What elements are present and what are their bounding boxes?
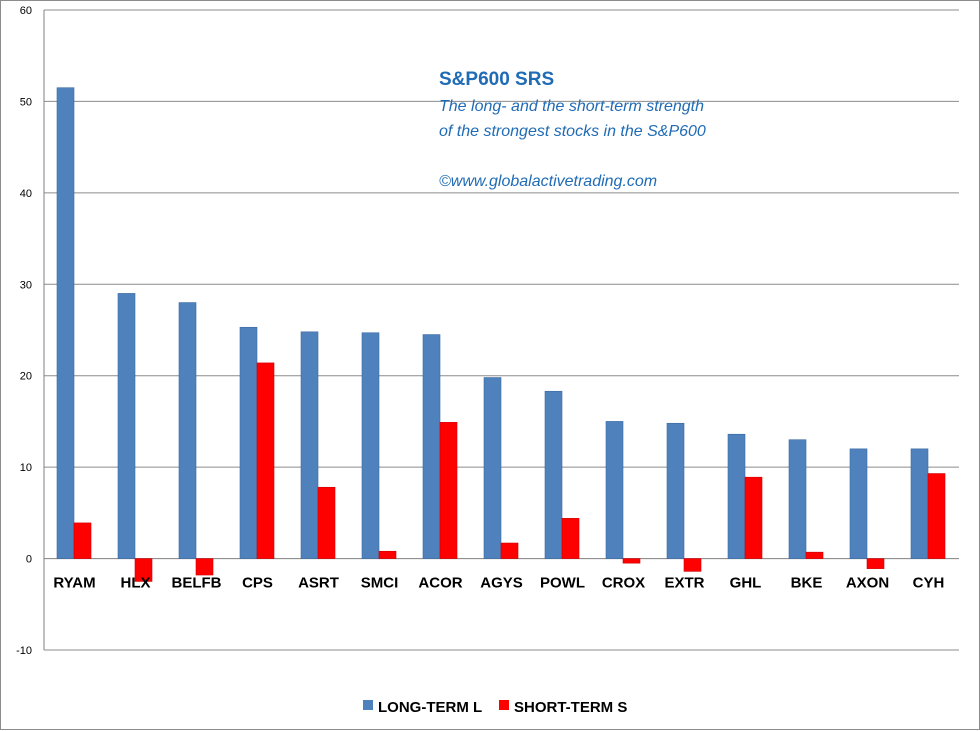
- bar-short-term-axon: [866, 558, 885, 569]
- y-tick-label: 50: [20, 96, 32, 108]
- category-label-powl: POWL: [540, 575, 585, 592]
- bar-long-term-bke: [788, 439, 807, 559]
- bar-long-term-asrt: [300, 331, 319, 559]
- category-labels: RYAM HLX BELFB CPS ASRT SMCI ACOR AGYS POWL CROX E…: [53, 575, 944, 592]
- bar-short-term-acor: [439, 422, 458, 559]
- chart-subtitle-line-1: The long- and the short-term strength: [439, 98, 704, 115]
- bar-long-term-hlx: [117, 293, 136, 559]
- category-label-belfb: BELFB: [172, 575, 222, 592]
- category-label-asrt: ASRT: [298, 575, 339, 592]
- bar-long-term-belfb: [178, 302, 197, 559]
- category-label-smci: SMCI: [361, 575, 399, 592]
- bar-long-term-cyh: [910, 448, 929, 559]
- chart-credit: ©www.globalactivetrading.com: [439, 173, 657, 190]
- category-label-extr: EXTR: [664, 575, 704, 592]
- y-tick-label: 0: [26, 554, 32, 566]
- bar-short-term-ryam: [73, 522, 92, 559]
- bar-long-term-crox: [605, 421, 624, 559]
- title-block: S&P600 SRS The long- and the short-term …: [439, 69, 706, 190]
- bar-long-term-acor: [422, 334, 441, 559]
- bar-short-term-asrt: [317, 486, 336, 559]
- bar-short-term-cps: [256, 362, 275, 559]
- legend-swatch-long-term: [363, 700, 373, 710]
- bar-short-term-bke: [805, 551, 824, 559]
- bar-long-term-ryam: [56, 87, 75, 559]
- bar-short-term-hlx: [134, 558, 153, 582]
- bar-short-term-smci: [378, 550, 397, 559]
- category-label-cyh: CYH: [913, 575, 945, 592]
- legend-label-long-term: LONG-TERM L: [378, 699, 482, 716]
- category-label-ryam: RYAM: [53, 575, 95, 592]
- bar-short-term-cyh: [927, 473, 946, 559]
- y-axis-ticks: -10 0 10 20 30 40 50 60: [16, 5, 32, 657]
- y-tick-label: 10: [20, 462, 32, 474]
- chart-subtitle-line-2: of the strongest stocks in the S&P600: [439, 123, 706, 140]
- category-label-acor: ACOR: [418, 575, 462, 592]
- bar-long-term-powl: [544, 390, 563, 559]
- category-label-ghl: GHL: [730, 575, 762, 592]
- bar-short-term-powl: [561, 518, 580, 559]
- legend-label-short-term: SHORT-TERM S: [514, 699, 627, 716]
- bar-long-term-smci: [361, 332, 380, 559]
- y-tick-label: 30: [20, 279, 32, 291]
- bar-short-term-agys: [500, 542, 519, 559]
- bar-long-term-cps: [239, 326, 258, 559]
- bar-long-term-extr: [666, 422, 685, 559]
- category-label-cps: CPS: [242, 575, 273, 592]
- bars: [56, 87, 946, 582]
- legend: LONG-TERM L SHORT-TERM S: [363, 699, 627, 716]
- bar-short-term-belfb: [195, 558, 214, 576]
- chart-title: S&P600 SRS: [439, 69, 554, 90]
- category-label-agys: AGYS: [480, 575, 523, 592]
- bar-short-term-crox: [622, 558, 641, 564]
- y-tick-label: 40: [20, 188, 32, 200]
- category-label-bke: BKE: [791, 575, 823, 592]
- legend-swatch-short-term: [499, 700, 509, 710]
- bar-long-term-axon: [849, 448, 868, 559]
- bar-short-term-ghl: [744, 476, 763, 559]
- category-label-hlx: HLX: [121, 575, 151, 592]
- bar-long-term-ghl: [727, 433, 746, 559]
- y-tick-label: -10: [16, 645, 32, 657]
- bar-long-term-agys: [483, 377, 502, 559]
- y-tick-label: 60: [20, 5, 32, 17]
- category-label-axon: AXON: [846, 575, 889, 592]
- y-tick-label: 20: [20, 371, 32, 383]
- bar-short-term-extr: [683, 558, 702, 572]
- category-label-crox: CROX: [602, 575, 645, 592]
